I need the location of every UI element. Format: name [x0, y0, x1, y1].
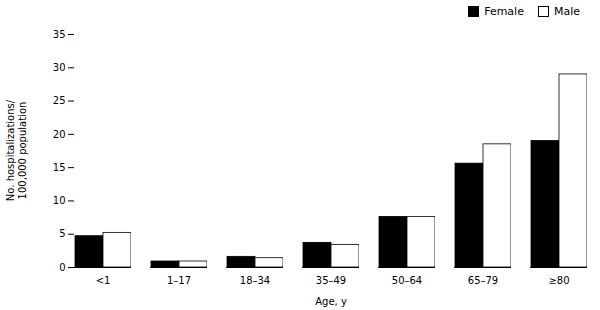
html-text:Male: Male — [553, 4, 580, 18]
svg-text:20: 20 — [53, 129, 66, 140]
svg-text:15: 15 — [53, 162, 66, 173]
svg-text:≥80: ≥80 — [548, 275, 569, 286]
svg-text:10: 10 — [53, 195, 66, 206]
svg-text:<1: <1 — [96, 275, 111, 286]
svg-text:Age, y: Age, y — [315, 296, 347, 307]
svg-text:0: 0 — [59, 262, 65, 273]
svg-text:No. hospitalizations/100,000 p: No. hospitalizations/100,000 population — [5, 99, 28, 201]
svg-text:1–17: 1–17 — [167, 275, 191, 286]
svg-text:18–34: 18–34 — [240, 275, 270, 286]
html-text:Female: Female — [484, 4, 524, 18]
svg-text:5: 5 — [59, 228, 65, 239]
svg-text:35–49: 35–49 — [316, 275, 346, 286]
svg-text:65–79: 65–79 — [468, 275, 498, 286]
svg-text:50–64: 50–64 — [392, 275, 422, 286]
svg-text:25: 25 — [53, 95, 66, 106]
svg-text:35: 35 — [53, 29, 66, 40]
svg-text:30: 30 — [53, 62, 66, 73]
